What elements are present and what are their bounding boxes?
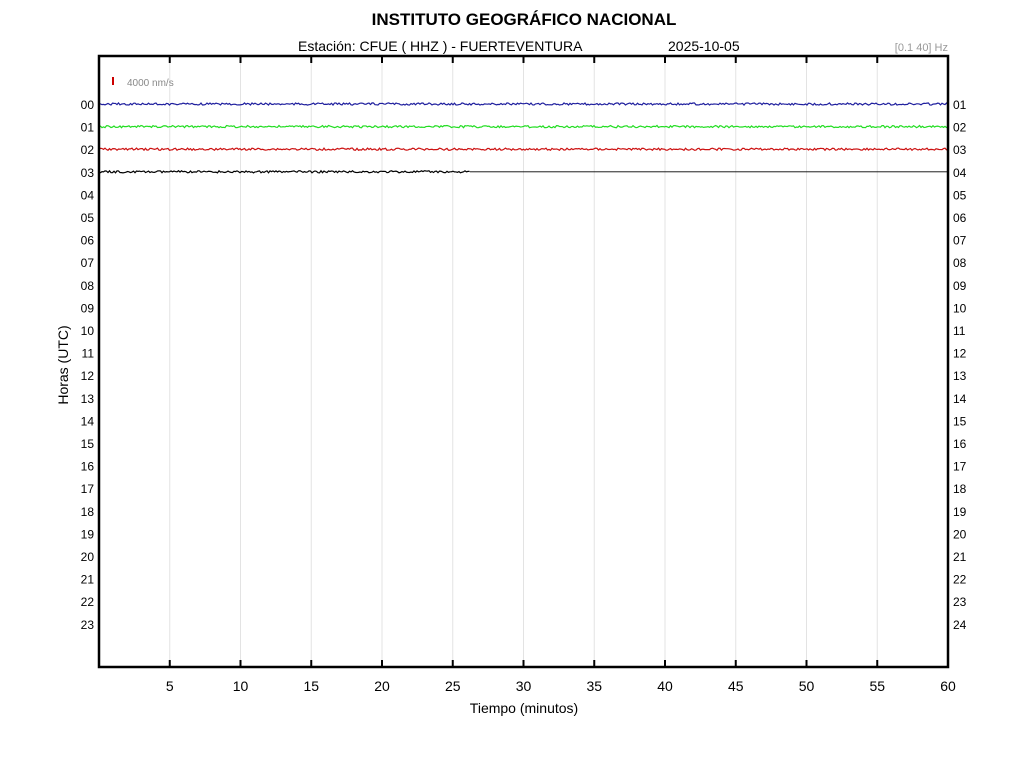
y-right-tick-label: 03 — [953, 143, 967, 157]
x-tick-label: 30 — [516, 678, 532, 694]
x-tick-label: 45 — [728, 678, 744, 694]
y-right-tick-label: 12 — [953, 347, 967, 361]
y-right-tick-label: 05 — [953, 188, 967, 202]
y-left-tick-label: 00 — [81, 98, 95, 112]
x-tick-label: 10 — [233, 678, 249, 694]
y-right-tick-label: 21 — [953, 550, 967, 564]
y-right-tick-label: 06 — [953, 211, 967, 225]
y-right-tick-label: 01 — [953, 98, 967, 112]
y-right-tick-label: 07 — [953, 234, 967, 248]
y-right-tick-label: 14 — [953, 392, 967, 406]
y-right-tick-label: 08 — [953, 256, 967, 270]
y-left-tick-label: 12 — [81, 369, 95, 383]
trace-hour-01 — [98, 124, 949, 129]
y-right-tick-label: 15 — [953, 414, 967, 428]
y-left-tick-label: 18 — [81, 505, 95, 519]
y-left-tick-label: 20 — [81, 550, 95, 564]
y-left-tick-label: 08 — [81, 279, 95, 293]
y-left-tick-label: 21 — [81, 573, 95, 587]
x-axis-label: Tiempo (minutos) — [469, 700, 579, 716]
y-left-tick-label: 19 — [81, 527, 95, 541]
x-tick-label: 60 — [940, 678, 956, 694]
y-right-tick-label: 22 — [953, 573, 967, 587]
y-left-tick-label: 23 — [81, 618, 95, 632]
y-right-tick-label: 18 — [953, 482, 967, 496]
x-tick-label: 25 — [445, 678, 461, 694]
y-left-tick-label: 14 — [81, 414, 95, 428]
x-tick-label: 40 — [657, 678, 673, 694]
y-right-tick-label: 17 — [953, 460, 967, 474]
y-right-tick-label: 10 — [953, 301, 967, 315]
trace-hour-00 — [98, 101, 949, 107]
trace-hour-02 — [98, 147, 949, 152]
x-tick-label: 55 — [869, 678, 885, 694]
station-label: Estación: CFUE ( HHZ ) - FUERTEVENTURA — [298, 38, 583, 54]
y-right-tick-label: 20 — [953, 527, 967, 541]
y-left-tick-label: 22 — [81, 595, 95, 609]
y-left-tick-label: 10 — [81, 324, 95, 338]
x-tick-label: 5 — [166, 678, 174, 694]
x-tick-label: 15 — [303, 678, 319, 694]
y-left-tick-label: 07 — [81, 256, 95, 270]
y-left-tick-label: 04 — [81, 188, 95, 202]
y-right-tick-label: 16 — [953, 437, 967, 451]
y-left-tick-label: 09 — [81, 301, 95, 315]
y-left-tick-label: 03 — [81, 166, 95, 180]
x-tick-label: 20 — [374, 678, 390, 694]
y-right-tick-label: 19 — [953, 505, 967, 519]
y-right-tick-label: 11 — [953, 324, 966, 338]
y-right-tick-label: 09 — [953, 279, 967, 293]
filter-band-label: [0.1 40] Hz — [894, 42, 948, 54]
y-right-tick-label: 02 — [953, 121, 967, 135]
y-left-tick-label: 01 — [81, 121, 95, 135]
trace-hour-03 — [98, 169, 470, 174]
chart-title: INSTITUTO GEOGRÁFICO NACIONAL — [371, 10, 677, 29]
y-left-tick-label: 11 — [82, 347, 95, 361]
y-left-tick-label: 13 — [81, 392, 95, 406]
y-right-tick-label: 24 — [953, 618, 967, 632]
x-tick-label: 50 — [799, 678, 815, 694]
y-right-tick-label: 13 — [953, 369, 967, 383]
y-left-tick-label: 15 — [81, 437, 95, 451]
date-label: 2025-10-05 — [668, 38, 740, 54]
y-right-tick-label: 23 — [953, 595, 967, 609]
y-left-tick-label: 05 — [81, 211, 95, 225]
y-left-tick-label: 02 — [81, 143, 95, 157]
y-left-tick-label: 06 — [81, 234, 95, 248]
scale-bar-label: 4000 nm/s — [127, 78, 174, 89]
y-left-tick-label: 16 — [81, 460, 95, 474]
y-left-tick-label: 17 — [81, 482, 95, 496]
x-tick-label: 35 — [586, 678, 602, 694]
y-right-tick-label: 04 — [953, 166, 967, 180]
